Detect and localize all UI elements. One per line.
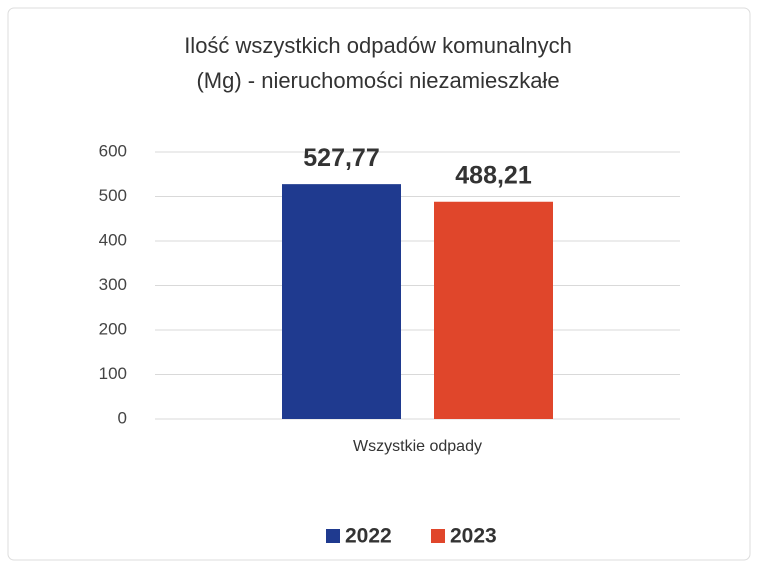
data-label: 527,77 bbox=[303, 144, 379, 172]
bar bbox=[282, 184, 401, 419]
y-tick-label: 600 bbox=[99, 141, 127, 160]
y-tick-label: 400 bbox=[99, 230, 127, 249]
legend-swatch bbox=[431, 529, 445, 543]
y-tick-label: 200 bbox=[99, 319, 127, 338]
legend-label: 2023 bbox=[450, 525, 497, 548]
y-tick-label: 500 bbox=[99, 186, 127, 205]
legend-label: 2022 bbox=[345, 525, 392, 548]
y-tick-label: 300 bbox=[99, 275, 127, 294]
chart-title: Ilość wszystkich odpadów komunalnych bbox=[184, 33, 572, 58]
x-tick-label: Wszystkie odpady bbox=[353, 438, 482, 455]
chart-title: (Mg) - nieruchomości niezamieszkałe bbox=[196, 68, 559, 93]
bar bbox=[434, 201, 553, 419]
data-label: 488,21 bbox=[455, 161, 532, 189]
y-tick-label: 0 bbox=[118, 408, 127, 427]
legend-swatch bbox=[326, 529, 340, 543]
y-tick-label: 100 bbox=[99, 364, 127, 383]
